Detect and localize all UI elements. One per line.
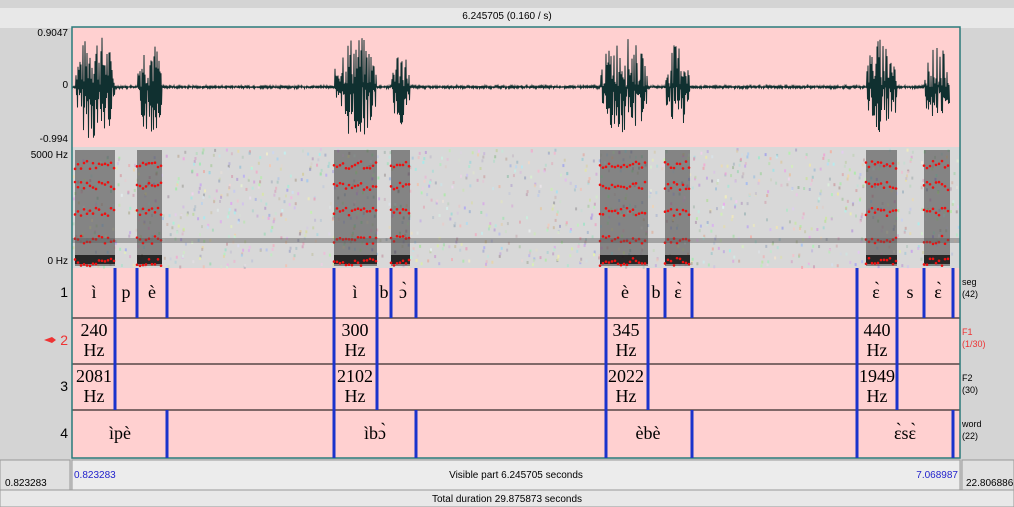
interval-label: è (122, 282, 182, 302)
window-end: 22.806886 (966, 478, 1013, 489)
top-bar-label: 6.245705 (0.160 / s) (0, 11, 1014, 22)
interval-label: ìbɔ̀ (345, 423, 405, 443)
tier-count: (42) (962, 288, 1012, 300)
interval-label: ɛ̀ (908, 282, 968, 302)
interval-label: 440 Hz (857, 320, 897, 360)
interval-label: 300 Hz (335, 320, 375, 360)
interval-label: 345 Hz (606, 320, 646, 360)
tier-name: F2(30) (962, 372, 1012, 396)
signal-view (0, 0, 1014, 507)
interval-label: 2102 Hz (335, 366, 375, 406)
spectrogram-panel (72, 147, 960, 268)
praat-editor: 6.245705 (0.160 / s) 0.9047 0 -0.994 500… (0, 0, 1014, 507)
wave-max: 0.9047 (37, 28, 68, 39)
interval-label: 240 Hz (74, 320, 114, 360)
interval-label: ɔ̀ (373, 282, 433, 302)
interval-label: 1949 Hz (857, 366, 897, 406)
tier-number: 3 (54, 378, 68, 394)
tier-name: word(22) (962, 418, 1012, 442)
interval-label: 2022 Hz (606, 366, 646, 406)
tier-number: 4 (54, 425, 68, 441)
visible-part: Visible part 6.245705 seconds (72, 470, 960, 481)
wave-zero: 0 (62, 80, 68, 91)
tier-name: seg(42) (962, 276, 1012, 300)
visible-end: 7.068987 (916, 470, 958, 481)
tier-number: 2 (54, 332, 68, 348)
interval-label: ìpè (90, 423, 150, 443)
spec-max: 5000 Hz (31, 150, 68, 161)
total-duration: Total duration 29.875873 seconds (0, 494, 1014, 505)
textgrid-panel (72, 268, 960, 458)
tier-count: (30) (962, 384, 1012, 396)
wave-min: -0.994 (40, 134, 68, 145)
interval-label: ɛ̀ (648, 282, 708, 302)
tier-count: (22) (962, 430, 1012, 442)
interval-label: èbè (618, 423, 678, 443)
tier-count: (1/30) (962, 338, 1012, 350)
interval-label: ɛ̀sɛ̀ (875, 423, 935, 443)
spec-min: 0 Hz (47, 256, 68, 267)
interval-label: 2081 Hz (74, 366, 114, 406)
tier-name: F1(1/30) (962, 326, 1012, 350)
window-start: 0.823283 (5, 478, 47, 489)
